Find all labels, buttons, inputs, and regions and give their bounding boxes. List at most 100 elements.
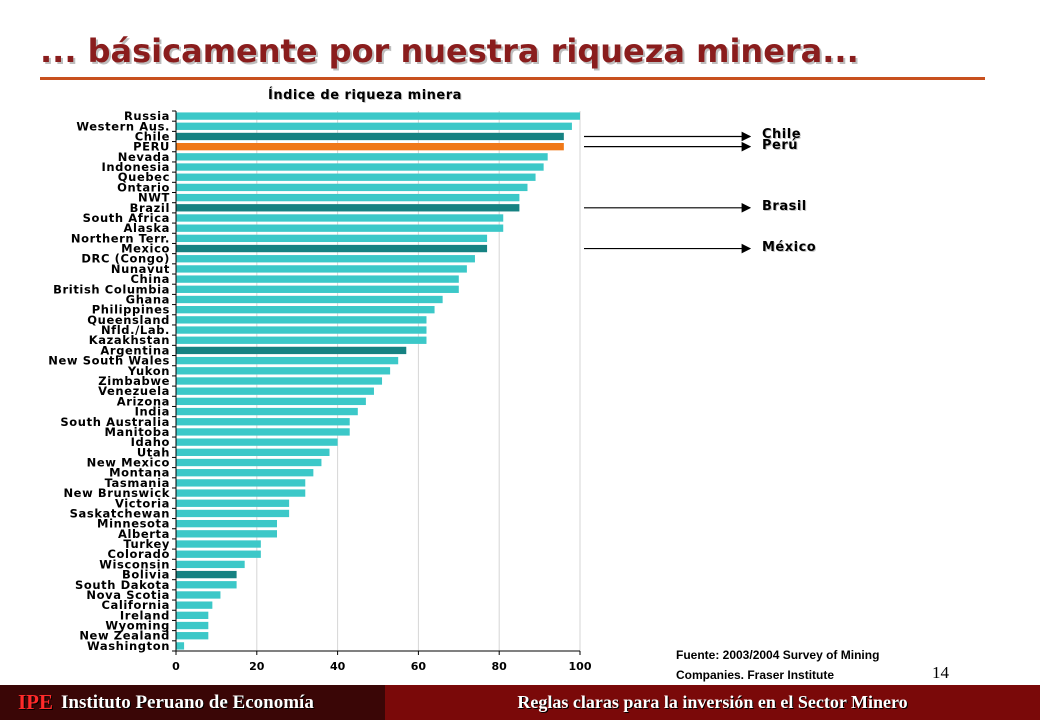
bar-alberta [176, 530, 277, 538]
bar-south-australia [176, 418, 350, 426]
category-label: Turkey [123, 537, 170, 551]
category-label: Nova Scotia [86, 588, 170, 602]
bar-new-brunswick [176, 489, 306, 497]
category-label: New Brunswick [63, 486, 170, 500]
bar-bolivia [176, 570, 237, 579]
category-label: China [130, 272, 170, 286]
slide-title: ... básicamente por nuestra riqueza mine… [40, 32, 859, 70]
category-label: Alberta [118, 527, 170, 541]
bar-victoria [176, 499, 290, 507]
bar-british-columbia [176, 285, 459, 293]
category-label: Bolivia [122, 568, 170, 582]
category-label: Northern Terr. [71, 231, 170, 245]
title-divider [40, 77, 985, 80]
category-label: Victoria [115, 496, 170, 510]
x-tick-label: 40 [330, 660, 346, 673]
category-label: Idaho [131, 435, 170, 449]
source-line-2: Companies. Fraser Institute [676, 668, 835, 682]
bar-nfld-lab- [176, 326, 427, 334]
bar-nwt [176, 193, 520, 202]
bar-manitoba [176, 428, 350, 436]
bar-south-dakota [176, 581, 237, 589]
bar-venezuela [176, 387, 374, 395]
bar-alaska [176, 224, 504, 232]
category-label: Ghana [126, 292, 170, 306]
category-label: South Dakota [75, 578, 170, 592]
bar-kazakhstan [176, 336, 427, 344]
callout-label-peru: Perú [762, 137, 799, 153]
footer-brand: IPE [18, 690, 54, 714]
callout-label-mexico: México [762, 239, 817, 255]
bar-arizona [176, 397, 366, 406]
callout-label-chile: Chile [762, 127, 802, 143]
bar-zimbabwe [176, 377, 383, 385]
bar-russia [176, 112, 580, 120]
bar-california [176, 601, 213, 609]
bar-northern-terr- [176, 234, 488, 243]
bar-western-aus- [176, 122, 572, 130]
category-label: British Columbia [53, 282, 170, 296]
category-label: Alaska [124, 221, 170, 235]
category-label: Nfld./Lab. [101, 323, 170, 337]
category-label: Saskatchewan [70, 506, 170, 520]
category-label: Nevada [118, 150, 170, 164]
bar-mexico [176, 244, 488, 253]
category-label: Quebec [118, 170, 170, 184]
category-label: Philippines [92, 303, 170, 317]
bar-idaho [176, 438, 338, 446]
bar-queensland [176, 316, 427, 324]
bar-nevada [176, 153, 548, 161]
category-label: Utah [137, 445, 170, 459]
x-tick-label: 80 [492, 660, 508, 673]
category-label: Queensland [87, 313, 170, 327]
bar-ireland [176, 611, 209, 620]
bar-nova-scotia [176, 591, 221, 599]
category-label: Arizona [117, 394, 170, 408]
category-label: Wyoming [105, 619, 170, 633]
bar-chile [176, 132, 564, 141]
category-label: PERU [133, 140, 170, 154]
category-label: Nunavut [111, 262, 170, 276]
page-number: 14 [932, 663, 949, 682]
category-label: Manitoba [104, 425, 170, 439]
bar-indonesia [176, 163, 544, 171]
bar-new-south-wales [176, 356, 399, 365]
category-label: New Zealand [79, 629, 170, 643]
category-label: New South Wales [48, 354, 170, 368]
bar-wisconsin [176, 560, 245, 569]
category-label: Western Aus. [76, 119, 170, 133]
bar-minnesota [176, 519, 277, 528]
category-label: Chile [135, 129, 170, 143]
category-label: Yukon [127, 364, 170, 378]
bar-new-mexico [176, 458, 322, 467]
x-tick-label: 20 [249, 660, 265, 673]
category-label: Argentina [100, 343, 170, 357]
category-label: Colorado [107, 547, 170, 561]
category-label: Minnesota [97, 517, 170, 531]
bar-philippines [176, 306, 435, 314]
bar-yukon [176, 367, 391, 375]
callout-label-brasil: Brasil [762, 198, 807, 214]
bar-new-zealand [176, 632, 209, 640]
x-tick-label: 0 [172, 660, 180, 673]
bar-peru [176, 142, 564, 151]
bar-south-africa [176, 214, 504, 222]
bar-argentina [176, 346, 407, 355]
category-label: Venezuela [98, 384, 170, 398]
footer-tagline: Reglas claras para la inversión en el Se… [517, 692, 908, 712]
category-label: South Africa [83, 211, 170, 225]
category-label: India [135, 405, 170, 419]
category-label: Ontario [117, 180, 170, 194]
x-tick-label: 100 [569, 660, 592, 673]
bar-saskatchewan [176, 509, 290, 518]
bar-turkey [176, 540, 261, 548]
bar-wyoming [176, 621, 209, 630]
bar-nunavut [176, 265, 467, 273]
source-line-1: Fuente: 2003/2004 Survey of Mining [676, 648, 880, 662]
category-label: Wisconsin [99, 557, 170, 571]
bar-china [176, 275, 459, 283]
category-label: Indonesia [101, 160, 170, 174]
bar-drc-congo- [176, 255, 475, 263]
footer-org-name: Instituto Peruano de Economía [61, 691, 314, 713]
